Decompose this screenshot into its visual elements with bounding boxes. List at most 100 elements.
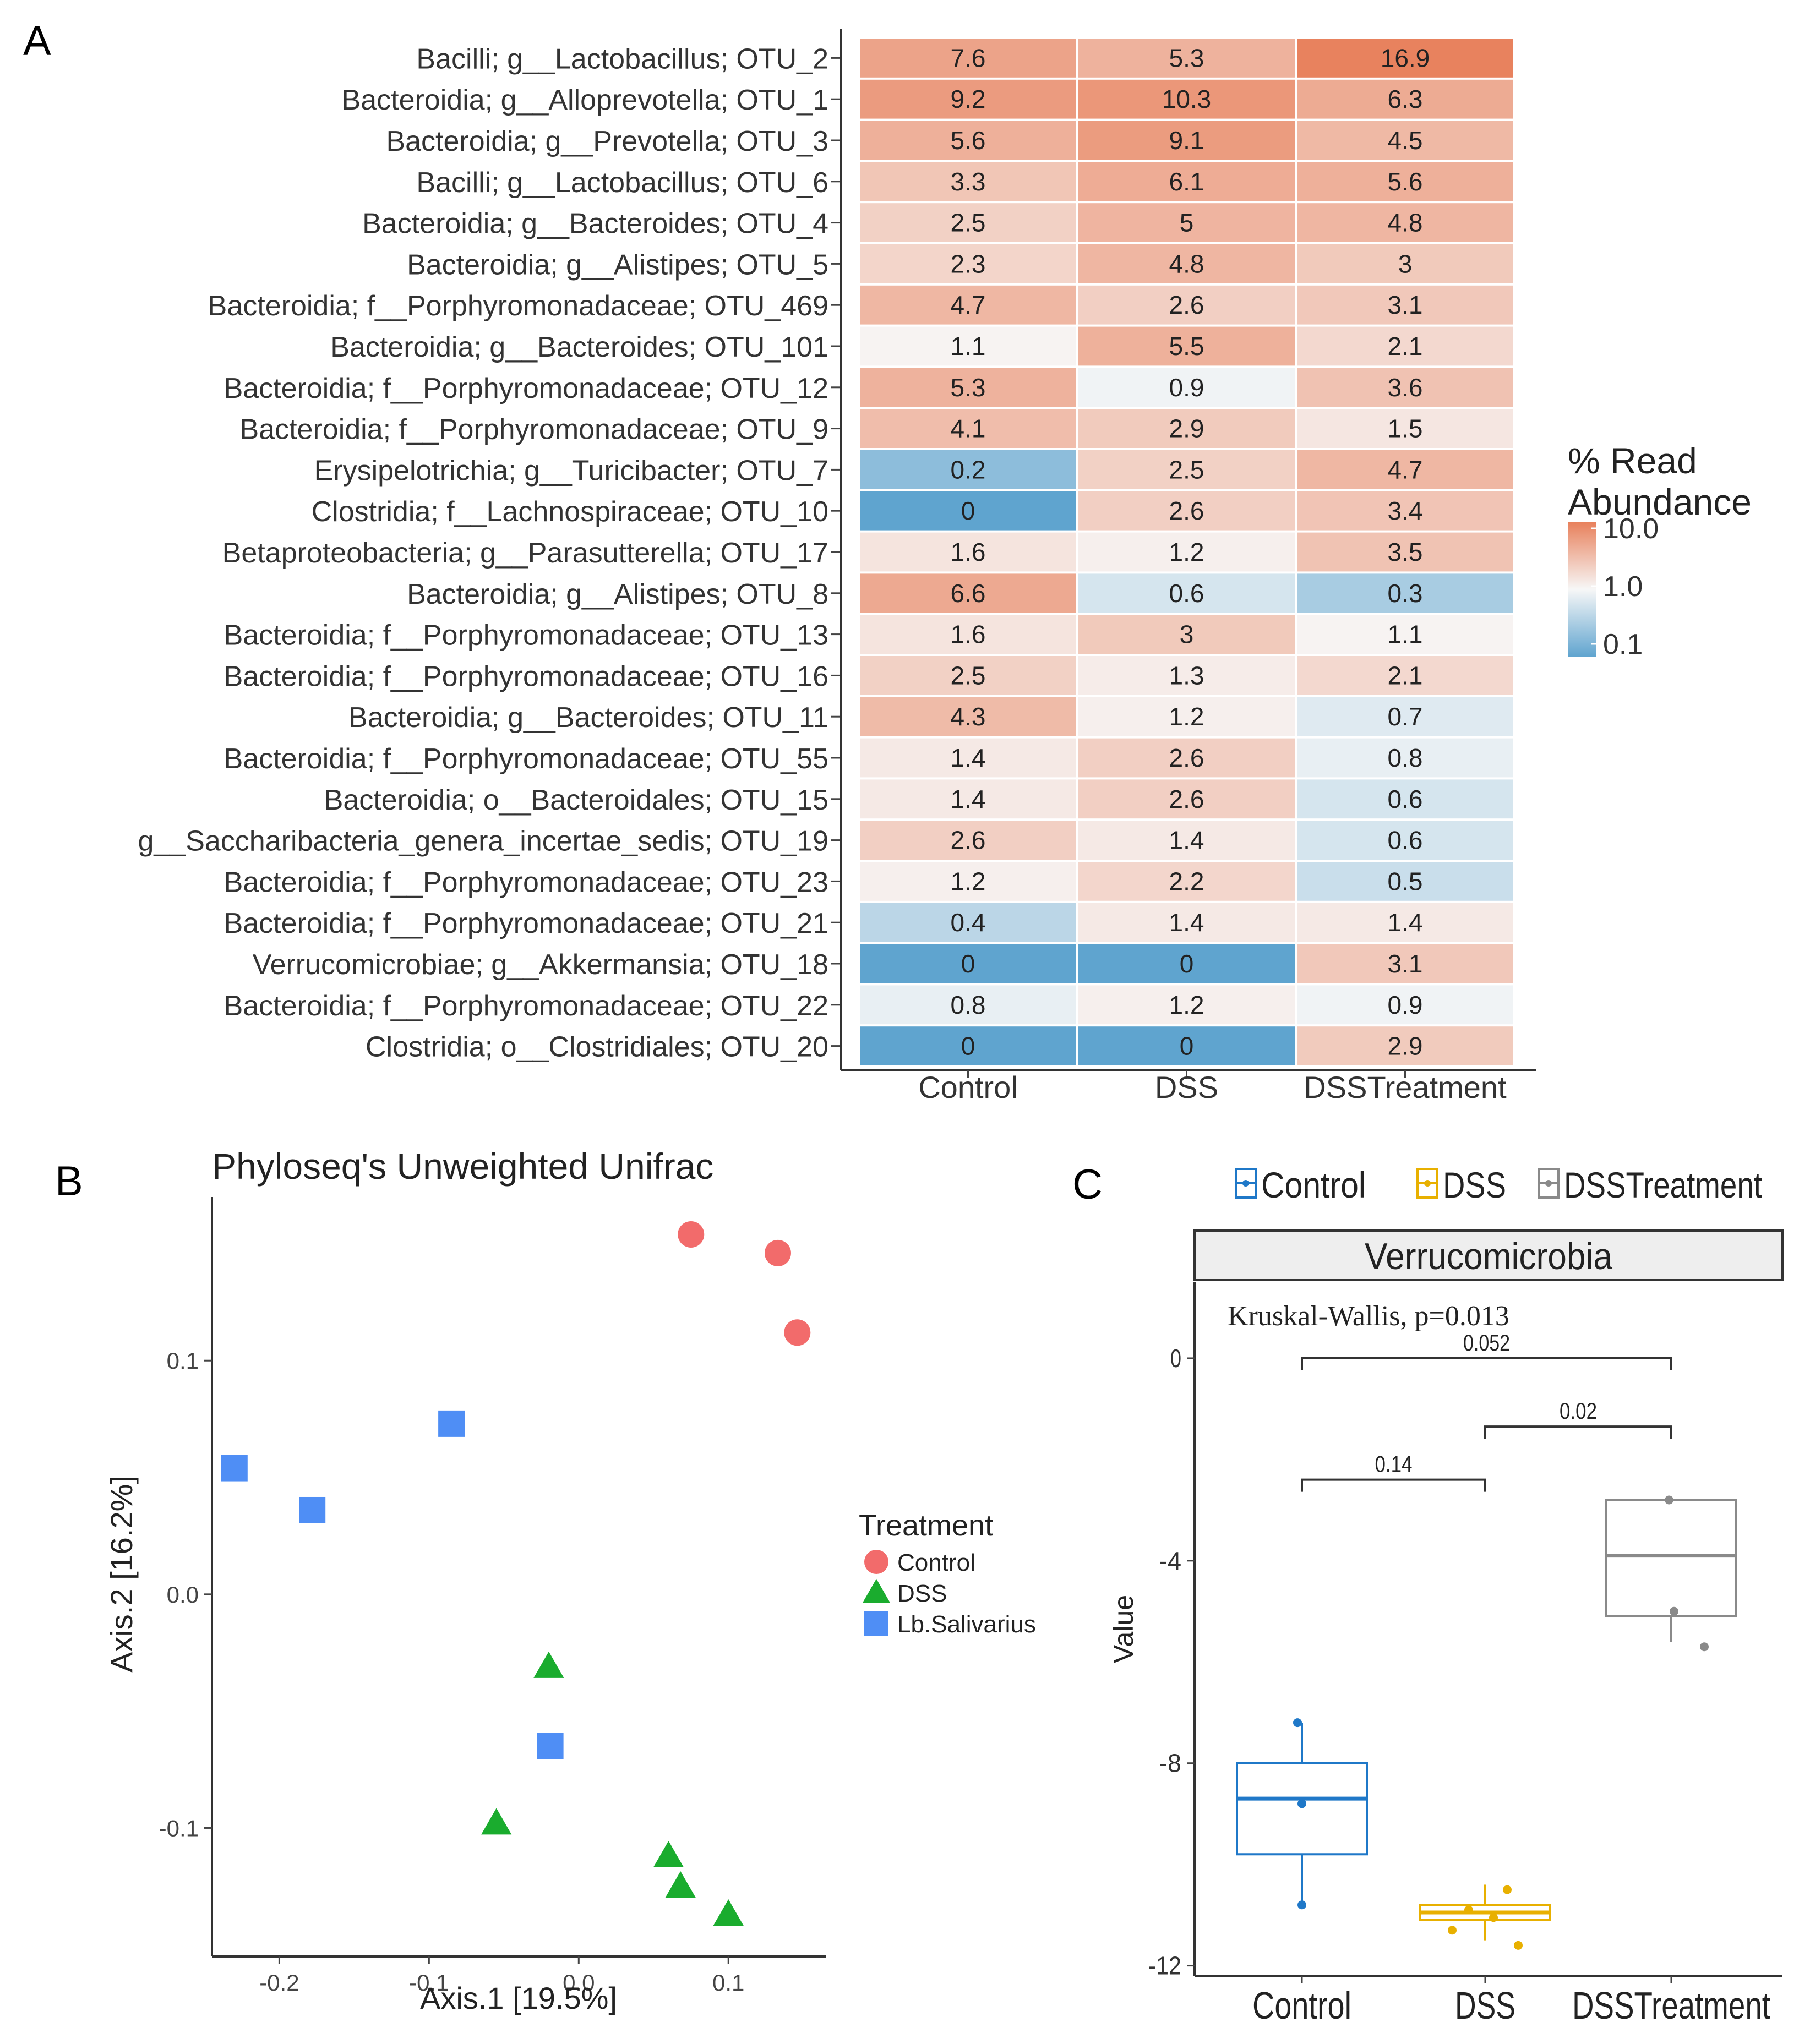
box-y-tick-label: -4 (1159, 1546, 1181, 1575)
heatmap-cell (1297, 203, 1513, 242)
heatmap-cell-value: 0.9 (1388, 991, 1423, 1019)
scatter-legend-label: DSS (897, 1580, 947, 1607)
box-y-tick-label: 0 (1170, 1344, 1181, 1373)
heatmap-cell-value: 0.8 (1388, 744, 1423, 772)
heatmap-cell-value: 4.1 (951, 414, 986, 443)
scatter-point-square (537, 1733, 564, 1759)
heatmap-cell-value: 2.1 (1388, 661, 1423, 690)
box-y-tick-label: -12 (1148, 1952, 1181, 1980)
heatmap-cell (1078, 326, 1295, 366)
heatmap-cell (1297, 944, 1513, 983)
heatmap-cell-value: 0.7 (1388, 702, 1423, 731)
heatmap-cell (1078, 285, 1295, 325)
heatmap-cell (1297, 615, 1513, 654)
heatmap-cell-value: 7.6 (951, 43, 986, 72)
heatmap-cell-value: 0.2 (951, 455, 986, 484)
scatter-point-circle (784, 1319, 811, 1346)
heatmap-cell (1078, 450, 1295, 489)
scatter-point-triangle (533, 1651, 564, 1678)
heatmap-cell (860, 162, 1076, 201)
heatmap-row-label: Bacteroidia; f__Porphyromonadaceae; OTU_… (224, 620, 828, 652)
heatmap-cell-value: 5 (1180, 209, 1194, 237)
comparison-bracket (1301, 1478, 1486, 1492)
comparison-p-value: 0.052 (1463, 1330, 1510, 1356)
heatmap-cell-value: 0.6 (1388, 785, 1423, 813)
heatmap-cell-value: 2.6 (1169, 291, 1204, 319)
heatmap-row-label: Bacteroidia; f__Porphyromonadaceae; OTU_… (224, 660, 828, 692)
facet-strip (1193, 1229, 1784, 1281)
heatmap-cell-value: 3.1 (1388, 291, 1423, 319)
heatmap-cell-value: 1.4 (951, 785, 986, 813)
box-legend-label: Control (1261, 1165, 1366, 1205)
heatmap-cell (1078, 821, 1295, 860)
scatter-title: Phyloseq's Unweighted Unifrac (212, 1146, 713, 1187)
heatmap-cell-value: 1.1 (951, 332, 986, 360)
heatmap-cell-value: 4.8 (1388, 209, 1423, 237)
panel-b-letter: B (55, 1158, 83, 1205)
box-y-tick-label: -8 (1159, 1749, 1181, 1778)
box-x-tick-label: DSS (1455, 1984, 1515, 2027)
heatmap-cell-value: 0 (1180, 1032, 1194, 1061)
scatter-point-triangle (653, 1840, 684, 1867)
heatmap-cell (1078, 491, 1295, 531)
heatmap-cell (1297, 244, 1513, 283)
heatmap-cell-value: 5.5 (1169, 332, 1204, 360)
heatmap-row-label: Betaproteobacteria; g__Parasutterella; O… (222, 537, 828, 569)
heatmap-cell (1297, 409, 1513, 448)
scatter-legend-key-square (864, 1611, 888, 1636)
heatmap-row-label: Bacteroidia; f__Porphyromonadaceae; OTU_… (208, 290, 828, 322)
heatmap-column-labels: Control DSS DSSTreatment (918, 1070, 1507, 1105)
heatmap-cell-value: 1.1 (1388, 620, 1423, 649)
box-legend-label: DSSTreatment (1564, 1165, 1762, 1205)
heatmap-cell-value: 3.5 (1388, 538, 1423, 566)
heatmap-cell-value: 1.4 (1169, 908, 1204, 937)
heatmap-cell (860, 573, 1076, 613)
heatmap-cell-value: 1.6 (951, 538, 986, 566)
heatmap-row-label: Clostridia; f__Lachnospiraceae; OTU_10 (312, 496, 828, 528)
heatmap-cell (1078, 985, 1295, 1025)
heatmap-cell-value: 1.2 (1169, 702, 1204, 731)
box-data-point (1700, 1642, 1709, 1652)
heatmap-cell (1297, 326, 1513, 366)
box-data-point (1464, 1905, 1473, 1915)
heatmap-cell (1078, 903, 1295, 942)
heatmap-cell-value: 1.4 (1169, 826, 1204, 855)
heatmap-cell (860, 903, 1076, 942)
box-data-point (1297, 1799, 1306, 1808)
heatmap-cell (1078, 779, 1295, 819)
box-y-axis-label: Value (1108, 1595, 1139, 1663)
heatmap-cell (1078, 656, 1295, 695)
heatmap-cell-value: 0 (961, 949, 975, 978)
heatmap-row-label: Clostridia; o__Clostridiales; OTU_20 (366, 1031, 828, 1063)
legend-title-line: % Read (1568, 440, 1697, 481)
heatmap-cell-value: 1.5 (1388, 414, 1423, 443)
heatmap-row-label: Bacteroidia; g__Prevotella; OTU_3 (386, 125, 828, 157)
heatmap-row-label: Bacilli; g__Lactobacillus; OTU_2 (416, 43, 828, 75)
heatmap-cell (1078, 121, 1295, 160)
heatmap-cell-value: 2.1 (1388, 332, 1423, 360)
heatmap-cell-value: 4.7 (951, 291, 986, 319)
heatmap-cell-value: 1.2 (1169, 991, 1204, 1019)
scatter-point-circle (678, 1221, 705, 1248)
scatter-point-square (221, 1455, 248, 1482)
comparison-p-value: 0.14 (1375, 1451, 1413, 1477)
scatter-legend-label: Lb.Salivarius (897, 1611, 1036, 1638)
heatmap-cell-value: 5.3 (1169, 43, 1204, 72)
heatmap-cell-value: 10.3 (1162, 85, 1212, 113)
heatmap-cell-value: 5.6 (951, 126, 986, 155)
scatter-point-circle (764, 1239, 791, 1266)
heatmap-cell (860, 821, 1076, 860)
heatmap-row-label: Bacteroidia; g__Alloprevotella; OTU_1 (342, 84, 828, 116)
panel-c-letter: C (1072, 1161, 1103, 1208)
legend-title-line: Abundance (1568, 482, 1752, 522)
heatmap-cell (860, 697, 1076, 736)
heatmap-cell (1297, 821, 1513, 860)
heatmap-cell (1078, 409, 1295, 448)
heatmap-cell (1297, 532, 1513, 572)
scatter-point-square (438, 1410, 465, 1437)
heatmap-axes (831, 29, 1536, 1078)
heatmap-cell-value: 4.8 (1169, 249, 1204, 278)
heatmap-cell (860, 368, 1076, 407)
scatter-y-tick-label: -0.1 (159, 1815, 199, 1841)
heatmap-cell-value: 3.4 (1388, 496, 1423, 525)
